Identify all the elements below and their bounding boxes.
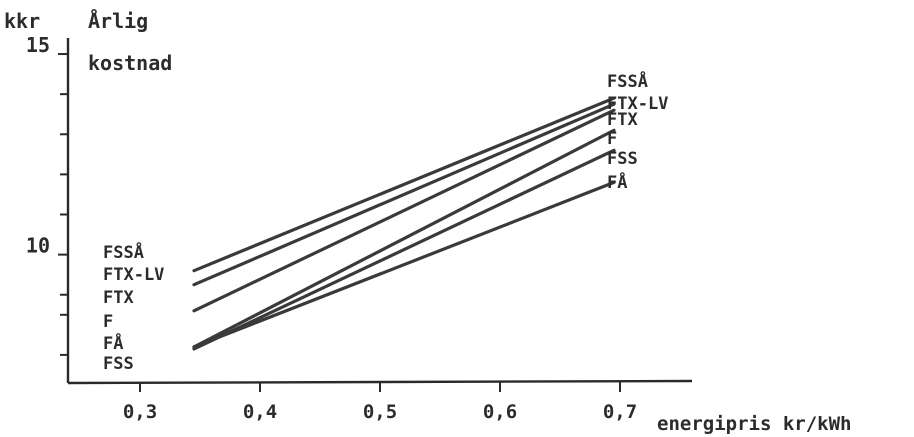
series-label-right: FÅ bbox=[607, 170, 627, 193]
y-tick-label: 15 bbox=[26, 33, 50, 57]
x-tick-label: 0,5 bbox=[363, 401, 397, 423]
series-label-right: FSSÅ bbox=[607, 69, 648, 92]
series-label-left: F bbox=[103, 312, 113, 332]
series-label-right: F bbox=[607, 129, 617, 149]
series-label-left: FTX bbox=[103, 288, 134, 308]
series-label-right: FTX bbox=[607, 110, 638, 130]
series-line bbox=[192, 128, 616, 349]
series-label-right: FSS bbox=[607, 149, 638, 169]
ticks: 0,3 0,4 0,5 0,6 0,7 10 15 bbox=[26, 33, 637, 423]
series-line bbox=[192, 108, 616, 313]
series-label-left: FÅ bbox=[103, 331, 123, 354]
series-label-left: FSSÅ bbox=[103, 240, 144, 263]
series-line bbox=[192, 96, 616, 273]
y-tick-label: 10 bbox=[26, 234, 50, 258]
series-line bbox=[192, 102, 616, 287]
x-tick-label: 0,3 bbox=[123, 401, 157, 423]
x-tick-label: 0,6 bbox=[483, 401, 517, 423]
y-unit-label: kkr bbox=[4, 9, 40, 33]
series-label-left: FTX-LV bbox=[103, 265, 164, 285]
series-label-right: FTX-LV bbox=[607, 94, 668, 114]
series-line bbox=[192, 180, 616, 349]
x-tick-label: 0,7 bbox=[603, 401, 637, 423]
chart-title-line1: Årlig bbox=[88, 9, 148, 33]
series-label-left: FSS bbox=[103, 354, 134, 374]
axes bbox=[66, 38, 693, 385]
x-axis-label: energipris kr/kWh bbox=[657, 413, 851, 435]
x-tick-label: 0,4 bbox=[243, 401, 277, 423]
series-line bbox=[192, 148, 616, 351]
chart-title-line2: kostnad bbox=[88, 51, 172, 75]
series-lines bbox=[192, 96, 616, 351]
